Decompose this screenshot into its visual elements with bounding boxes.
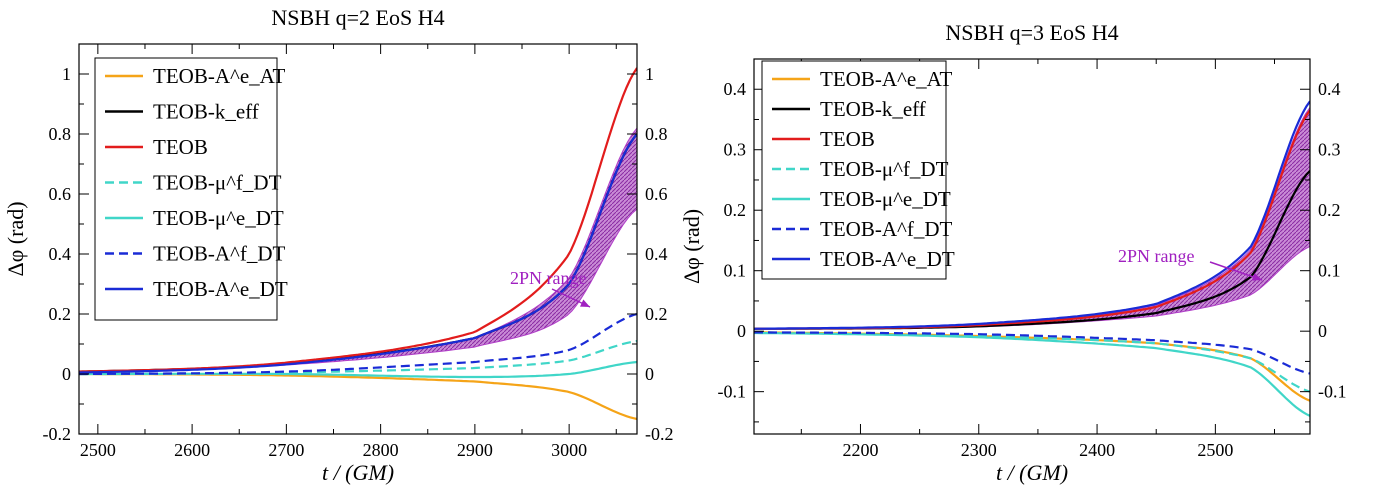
- legend-label: TEOB-μ^e_DT: [820, 187, 951, 211]
- y-tick-label-right: 0: [645, 364, 654, 384]
- x-tick-label: 3000: [551, 440, 587, 460]
- y-tick-label-right: 0.3: [1318, 140, 1341, 160]
- legend-label: TEOB: [153, 135, 208, 159]
- series-line-6: [79, 133, 637, 374]
- chart-title: NSBH q=2 EoS H4: [271, 5, 444, 30]
- x-tick-label: 2400: [1079, 440, 1115, 460]
- y-axis-label: Δφ (rad): [679, 209, 704, 284]
- series-line-0: [79, 372, 637, 421]
- legend-label: TEOB-μ^f_DT: [820, 157, 949, 181]
- series-line-0: [754, 331, 1310, 402]
- series-line-3: [79, 339, 637, 376]
- legend-label: TEOB-k_eff: [820, 97, 926, 121]
- annotation-arrowhead: [1252, 273, 1262, 281]
- legend-label: TEOB-μ^e_DT: [153, 206, 284, 230]
- series-line-4: [754, 331, 1310, 417]
- legend-label: TEOB-μ^f_DT: [153, 171, 282, 195]
- y-tick-label-right: 0.4: [645, 244, 668, 264]
- y-tick-label: 0: [62, 364, 71, 384]
- plot-frame: [753, 58, 1311, 435]
- legend-label: TEOB-A^e_AT: [153, 64, 285, 88]
- legend: TEOB-A^e_AT TEOB-k_eff TEOB TEOB-μ^f_DT TEOB…: [94, 57, 288, 321]
- y-tick-label: 0.4: [49, 244, 72, 264]
- chart-panel-2: NSBH q=3 EoS H4 2200 2300 2400 2500 -0.1 -0.1 0…: [679, 20, 1347, 485]
- annotation-2pn-range: 2PN range: [1118, 246, 1194, 266]
- x-axis-label: t / (GM): [322, 460, 394, 485]
- annotation-2pn-range: 2PN range: [510, 268, 586, 288]
- y-tick-label-right: 0: [1318, 321, 1327, 341]
- x-tick-label: 2900: [457, 440, 493, 460]
- y-tick-label-right: -0.1: [1318, 382, 1347, 402]
- y-axis-label: Δφ (rad): [3, 201, 28, 276]
- legend-label: TEOB-A^f_DT: [820, 217, 952, 241]
- y-tick-label: 0.3: [724, 140, 747, 160]
- legend-label: TEOB-A^e_DT: [153, 277, 288, 301]
- y-tick-label-right: 0.1: [1318, 261, 1341, 281]
- y-tick-label: -0.1: [718, 382, 747, 402]
- y-tick-label: 0: [737, 321, 746, 341]
- series-line-6: [754, 100, 1310, 330]
- x-tick-label: 2800: [363, 440, 399, 460]
- y-tick-label-right: -0.2: [645, 424, 674, 444]
- y-tick-label-right: 0.2: [645, 304, 668, 324]
- y-tick-label: 0.1: [724, 261, 747, 281]
- series-line-5: [754, 331, 1310, 375]
- x-tick-label: 2700: [268, 440, 304, 460]
- legend-label: TEOB-A^f_DT: [153, 242, 285, 266]
- y-tick-label: 0.2: [724, 200, 747, 220]
- x-tick-label: 2500: [80, 440, 116, 460]
- y-tick-label: 0.4: [724, 79, 747, 99]
- plot-frame: [78, 43, 638, 435]
- y-tick-label: 0.2: [49, 304, 72, 324]
- y-tick-label-right: 0.4: [1318, 79, 1341, 99]
- legend-label: TEOB: [820, 127, 875, 151]
- x-tick-label: 2200: [842, 440, 878, 460]
- annotation-arrowhead: [580, 299, 590, 307]
- chart-title: NSBH q=3 EoS H4: [945, 20, 1118, 45]
- x-tick-label: 2600: [174, 440, 210, 460]
- x-axis-label: t / (GM): [996, 460, 1068, 485]
- series-line-5: [79, 312, 637, 376]
- legend: TEOB-A^e_AT TEOB-k_eff TEOB TEOB-μ^f_DT TEOB…: [761, 60, 955, 280]
- chart-panel-1: NSBH q=2 EoS H4 2500 2600 2700 2800 2900 3000 -…: [3, 5, 674, 485]
- legend-label: TEOB-k_eff: [153, 100, 259, 124]
- y-tick-label-right: 0.8: [645, 124, 668, 144]
- y-tick-label-right: 0.2: [1318, 200, 1341, 220]
- y-tick-label: 1: [62, 64, 71, 84]
- legend-label: TEOB-A^e_AT: [820, 67, 952, 91]
- y-tick-label-right: 0.6: [645, 184, 668, 204]
- x-tick-label: 2500: [1197, 440, 1233, 460]
- y-tick-label: -0.2: [43, 424, 72, 444]
- series-line-3: [754, 331, 1310, 393]
- y-tick-label-right: 1: [645, 64, 654, 84]
- series-line-4: [79, 360, 637, 379]
- legend-box: [94, 57, 278, 321]
- y-tick-label: 0.8: [49, 124, 72, 144]
- legend-label: TEOB-A^e_DT: [820, 247, 955, 271]
- x-tick-label: 2300: [961, 440, 997, 460]
- y-tick-label: 0.6: [49, 184, 72, 204]
